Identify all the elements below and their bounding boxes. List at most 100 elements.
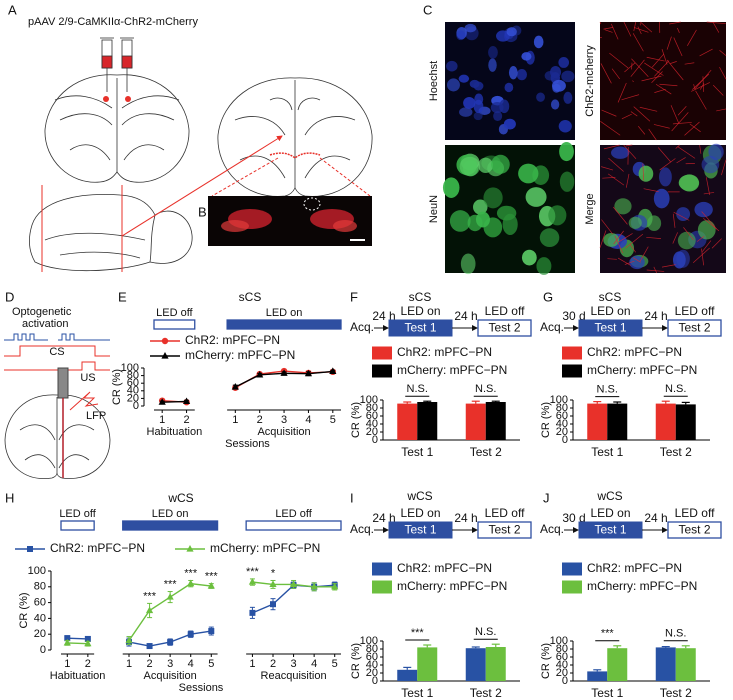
cell <box>491 154 510 174</box>
fiber-track <box>303 197 321 211</box>
fiber <box>684 62 695 65</box>
y-tick-label: 0 <box>562 675 568 687</box>
image-label: ChR2-mcherry <box>584 45 596 117</box>
x-tick-label: 5 <box>208 658 214 670</box>
y-tick-label: 40 <box>366 659 378 671</box>
construct-label: pAAV 2/9-CaMKIIα-ChR2-mCherry <box>28 16 198 28</box>
y-tick-label: 60 <box>556 651 568 663</box>
panel-c: Hoechst ChR2-mcherry NeuN Merge <box>428 21 727 275</box>
legend-label: ChR2: mPFC−PN <box>587 561 682 575</box>
marker <box>329 367 337 375</box>
group-label: Acquisition <box>144 670 197 682</box>
y-tick-label: 60 <box>366 410 378 422</box>
marker <box>249 609 256 616</box>
y-tick-label: 20 <box>556 667 568 679</box>
fiber <box>601 109 617 117</box>
x-tick-label: 1 <box>159 414 165 426</box>
fiber <box>691 82 710 92</box>
marker <box>248 578 257 585</box>
significance: *** <box>184 567 198 579</box>
y-tick-label: 20 <box>556 426 568 438</box>
marker <box>187 631 194 638</box>
y-tick-label: 0 <box>372 675 378 687</box>
y-tick-label: 40 <box>556 659 568 671</box>
fiber <box>666 59 684 81</box>
injection-site <box>125 96 131 102</box>
marker <box>63 638 71 646</box>
fluorescence <box>221 220 249 232</box>
marker <box>158 398 166 405</box>
fiber <box>676 157 686 164</box>
fiber <box>613 230 624 245</box>
fiber <box>640 21 653 33</box>
cell <box>496 30 510 42</box>
x-tick-label: 3 <box>281 414 287 426</box>
legend-label: mCherry: mPFC−PN <box>210 541 320 555</box>
fiber <box>637 125 646 135</box>
protocol-condition: LED off <box>675 506 715 520</box>
cell <box>653 188 670 209</box>
bar <box>485 402 506 440</box>
fiber <box>672 213 676 228</box>
cell <box>552 83 561 93</box>
marker <box>331 582 339 590</box>
fiber <box>712 84 724 96</box>
fiber <box>607 173 625 186</box>
fiber <box>646 236 662 239</box>
cs-trace <box>4 345 110 357</box>
marker <box>186 545 194 552</box>
fiber <box>661 49 668 65</box>
bar <box>465 403 486 440</box>
group-label: Habituation <box>50 670 106 682</box>
cell <box>459 107 473 117</box>
fiber <box>607 258 617 260</box>
cell <box>496 205 517 221</box>
fiber <box>661 264 676 268</box>
fiber <box>711 238 722 249</box>
fiber <box>611 68 621 80</box>
led-label: LED off <box>156 307 193 319</box>
y-tick-label: 40 <box>127 385 139 397</box>
brain-outline <box>4 394 111 479</box>
protocol-interval: 24 h <box>454 511 477 525</box>
cell <box>446 60 458 72</box>
fiber <box>633 106 651 122</box>
fiber <box>599 21 602 25</box>
series-line <box>67 637 88 640</box>
cell <box>516 68 527 81</box>
x-tick-label: Test 1 <box>591 445 623 459</box>
cell <box>701 155 720 174</box>
significance: N.S. <box>475 383 496 395</box>
legend-label: mCherry: mPFC−PN <box>397 363 507 377</box>
fiber <box>646 56 665 62</box>
cell <box>518 163 539 184</box>
marker <box>304 369 313 377</box>
fiber <box>617 82 627 103</box>
significance: *** <box>411 627 425 639</box>
marker <box>167 639 174 646</box>
fiber <box>703 192 715 195</box>
panel-letter: H <box>5 490 14 505</box>
y-tick-label: 40 <box>556 418 568 430</box>
fiber <box>696 235 705 242</box>
y-tick-label: 80 <box>556 402 568 414</box>
cell <box>708 143 724 161</box>
protocol-test-label: Test 2 <box>678 321 710 335</box>
protocol-test <box>667 521 722 539</box>
protocol-test-label: Test 1 <box>594 321 626 335</box>
bar <box>417 647 438 681</box>
marker <box>146 643 153 650</box>
fiber <box>712 21 720 33</box>
panel-letter: G <box>543 289 553 304</box>
y-tick-label: 100 <box>550 394 568 406</box>
fiber <box>670 61 677 64</box>
marker <box>208 628 215 635</box>
protocol-test-label: Test 1 <box>594 523 626 537</box>
group-label: Acquisition <box>257 426 310 438</box>
fiber <box>604 29 613 33</box>
diagram-label: LFP <box>86 410 106 422</box>
fiber <box>618 233 633 243</box>
cell <box>550 65 562 79</box>
marker <box>161 337 169 345</box>
panel-letter: A <box>8 2 17 17</box>
